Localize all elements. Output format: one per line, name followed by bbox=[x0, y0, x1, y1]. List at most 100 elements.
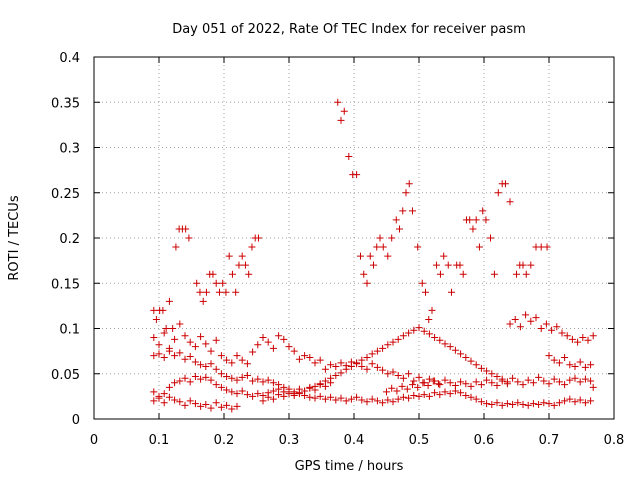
data-point bbox=[207, 347, 215, 355]
data-point bbox=[165, 297, 173, 305]
data-point bbox=[217, 370, 225, 378]
data-point bbox=[181, 374, 189, 382]
data-point bbox=[399, 393, 407, 401]
data-point bbox=[540, 399, 548, 407]
data-point bbox=[202, 401, 210, 409]
data-point bbox=[193, 279, 201, 287]
data-point bbox=[254, 234, 262, 242]
data-point bbox=[436, 336, 444, 344]
data-point bbox=[483, 400, 491, 408]
data-point bbox=[316, 381, 324, 389]
data-point bbox=[363, 353, 371, 361]
data-point bbox=[537, 243, 545, 251]
data-point bbox=[405, 394, 413, 402]
data-point bbox=[186, 378, 194, 386]
x-tick-label: 0.4 bbox=[344, 433, 365, 448]
data-point bbox=[228, 388, 236, 396]
data-point bbox=[337, 369, 345, 377]
data-point bbox=[223, 401, 231, 409]
data-point bbox=[571, 398, 579, 406]
data-point bbox=[275, 332, 283, 340]
data-point bbox=[191, 400, 199, 408]
data-point bbox=[419, 379, 427, 387]
data-point bbox=[217, 383, 225, 391]
data-point bbox=[358, 363, 366, 371]
data-point bbox=[357, 252, 364, 260]
data-point bbox=[394, 372, 402, 380]
data-point bbox=[483, 367, 491, 375]
data-point bbox=[269, 379, 277, 387]
data-point bbox=[388, 234, 396, 242]
data-point bbox=[441, 340, 449, 348]
data-point bbox=[207, 360, 215, 368]
data-point bbox=[493, 382, 501, 390]
data-point bbox=[209, 270, 217, 278]
data-point bbox=[513, 270, 520, 278]
data-point bbox=[212, 279, 220, 287]
data-point bbox=[493, 399, 501, 407]
data-point bbox=[337, 116, 345, 124]
data-point bbox=[535, 373, 543, 381]
data-point bbox=[429, 377, 437, 385]
x-axis-label: GPS time / hours bbox=[295, 459, 404, 474]
data-point bbox=[176, 349, 184, 357]
data-point bbox=[558, 329, 566, 337]
x-tick-label: 0.8 bbox=[604, 433, 625, 448]
data-point bbox=[232, 288, 240, 296]
data-point bbox=[514, 378, 522, 386]
data-point bbox=[409, 207, 416, 215]
data-point bbox=[233, 390, 241, 398]
data-point bbox=[466, 216, 474, 224]
data-point bbox=[373, 243, 381, 251]
data-point bbox=[420, 327, 428, 335]
data-point bbox=[479, 207, 487, 215]
data-point bbox=[384, 370, 392, 378]
data-point bbox=[384, 396, 392, 404]
data-point bbox=[581, 399, 589, 407]
data-point bbox=[425, 375, 433, 383]
data-point bbox=[532, 314, 540, 322]
data-point bbox=[248, 243, 256, 251]
data-point bbox=[379, 344, 387, 352]
data-point bbox=[467, 393, 475, 401]
data-point bbox=[410, 377, 418, 385]
data-point bbox=[581, 375, 589, 383]
data-point bbox=[197, 375, 205, 383]
data-point bbox=[150, 397, 158, 405]
y-tick-label: 0.3 bbox=[59, 142, 80, 157]
data-point bbox=[202, 363, 210, 371]
data-point bbox=[217, 352, 225, 360]
data-point bbox=[574, 338, 582, 346]
data-point bbox=[280, 392, 288, 400]
data-point bbox=[566, 395, 574, 403]
data-point bbox=[358, 396, 366, 404]
data-point bbox=[472, 216, 480, 224]
data-point bbox=[545, 400, 553, 408]
data-point bbox=[150, 334, 158, 342]
data-point bbox=[410, 326, 418, 334]
data-point bbox=[245, 270, 253, 278]
data-point bbox=[457, 350, 465, 358]
data-point bbox=[571, 363, 579, 371]
data-point bbox=[212, 381, 220, 389]
data-point bbox=[462, 380, 470, 388]
data-point bbox=[509, 401, 517, 409]
data-point bbox=[394, 395, 402, 403]
data-point bbox=[519, 401, 527, 409]
data-point bbox=[259, 397, 267, 405]
data-point bbox=[472, 361, 480, 369]
data-point bbox=[241, 261, 249, 269]
data-point bbox=[172, 243, 180, 251]
data-point bbox=[212, 399, 220, 407]
data-point bbox=[342, 397, 350, 405]
data-point bbox=[353, 393, 361, 401]
data-point bbox=[233, 352, 241, 360]
data-point bbox=[545, 352, 553, 360]
data-point bbox=[469, 225, 477, 233]
data-point bbox=[384, 252, 392, 260]
x-tick-label: 0 bbox=[90, 433, 98, 448]
data-point bbox=[228, 405, 236, 413]
data-point bbox=[340, 107, 348, 115]
data-point bbox=[436, 381, 444, 389]
data-point bbox=[509, 374, 517, 382]
